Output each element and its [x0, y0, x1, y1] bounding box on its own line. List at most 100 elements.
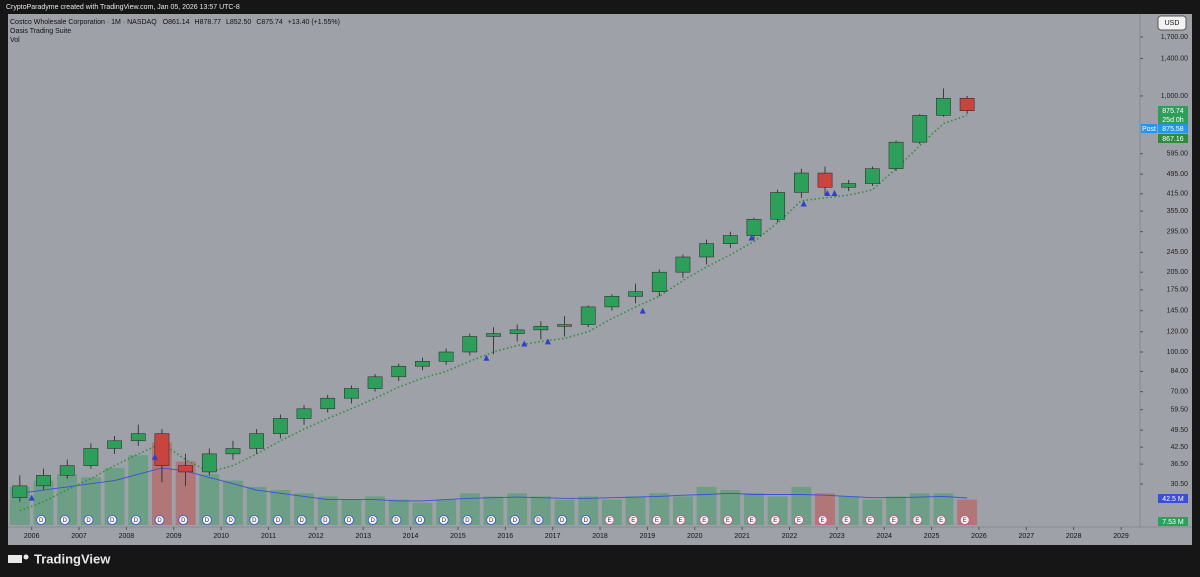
- candle-body: [486, 333, 501, 337]
- event-marker: [367, 515, 378, 525]
- event-label: D: [181, 518, 186, 524]
- event-label: D: [489, 518, 494, 524]
- signal-marker: [544, 338, 551, 345]
- candle-body: [959, 97, 975, 111]
- event-marker: [83, 515, 94, 525]
- ohlc-readout: O861.14 H878.77 L852.50 C875.74 +13.40 (+1.5…: [163, 19, 340, 26]
- badge-bg: [1158, 517, 1188, 526]
- event-label: E: [750, 518, 754, 524]
- candle-body: [178, 465, 193, 473]
- candle-body: [509, 329, 525, 334]
- event-marker: [723, 515, 733, 525]
- candle-body: [604, 296, 620, 308]
- event-label: D: [371, 518, 376, 524]
- x-tick-label: 2029: [1113, 533, 1129, 540]
- volume-bar: [696, 486, 717, 525]
- event-label: D: [228, 518, 233, 524]
- credit: CryptoParadyme created with TradingView.…: [6, 4, 240, 11]
- y-tick-label: 84.00: [1170, 368, 1188, 375]
- event-marker: [296, 515, 307, 525]
- event-label: D: [347, 518, 352, 524]
- volume-bar: [246, 486, 267, 525]
- currency[interactable]: USD: [1165, 20, 1180, 27]
- post-tag: Post: [1142, 126, 1156, 133]
- event-marker: [628, 515, 639, 525]
- event-label: D: [584, 518, 589, 524]
- event-marker: [225, 515, 236, 525]
- x-tick-label: 2025: [924, 533, 940, 540]
- x-tick-label: 2014: [403, 533, 419, 540]
- y-tick-label: 100.00: [1167, 349, 1189, 356]
- candle-body: [415, 361, 430, 367]
- event-marker: [202, 515, 212, 525]
- event-marker: [59, 515, 70, 525]
- event-label: E: [679, 518, 683, 524]
- event-label: D: [157, 518, 162, 524]
- volume-bar: [104, 467, 125, 525]
- x-tick-label: 2006: [24, 533, 40, 540]
- y-tick-label: 205.00: [1167, 269, 1189, 276]
- y-tick-label: 36.50: [1170, 461, 1188, 468]
- volume-bar: [175, 461, 196, 525]
- event-label: E: [892, 518, 896, 524]
- signal-marker: [824, 189, 831, 196]
- y-tick-label: 59.50: [1170, 407, 1188, 414]
- volume-bar: [223, 480, 243, 525]
- y-tick-label: 1,400.00: [1161, 55, 1188, 62]
- candle-body: [296, 408, 312, 419]
- signal-marker: [748, 234, 755, 241]
- candle-body: [770, 192, 786, 220]
- badge-bg: [1158, 494, 1188, 503]
- indicator-name: Oasis Trading Suite: [10, 28, 71, 35]
- logo: TradingView: [8, 551, 111, 566]
- candle-body: [793, 172, 809, 193]
- event-label: D: [299, 518, 304, 524]
- event-marker: [888, 515, 899, 525]
- post-price: 875.58: [1162, 126, 1184, 133]
- event-marker: [320, 515, 331, 525]
- y-tick-label: 175.00: [1167, 287, 1189, 294]
- volume-ma-badge: 42.5 M: [1162, 496, 1184, 503]
- signal-marker: [800, 200, 807, 207]
- y-tick-label: 30.50: [1170, 481, 1188, 488]
- event-marker: [770, 515, 781, 525]
- y-tick-label: 70.00: [1170, 388, 1188, 395]
- x-tick-label: 2013: [355, 533, 371, 540]
- x-tick-label: 2012: [308, 533, 324, 540]
- event-marker: [841, 515, 852, 525]
- candle-body: [557, 324, 572, 327]
- candle-body: [130, 433, 146, 442]
- event-label: E: [868, 518, 872, 524]
- event-marker: [936, 515, 946, 525]
- event-label: E: [915, 518, 919, 524]
- y-tick-label: 595.00: [1167, 151, 1189, 158]
- badge-bg: [1158, 134, 1188, 143]
- badge-bg: [1158, 106, 1188, 115]
- event-label: E: [726, 518, 730, 524]
- candle-body: [628, 291, 643, 297]
- volume-ma-line: [19, 467, 968, 502]
- event-label: D: [418, 518, 423, 524]
- signal-marker: [28, 494, 35, 501]
- currency-box[interactable]: [1157, 15, 1187, 31]
- x-tick-label: 2009: [166, 533, 182, 540]
- candle-body: [438, 351, 454, 362]
- candle-body: [865, 168, 880, 184]
- event-marker: [509, 515, 520, 525]
- volume-bar: [33, 480, 54, 525]
- x-tick-label: 2028: [1066, 533, 1082, 540]
- event-marker: [415, 515, 425, 525]
- event-label: D: [252, 518, 257, 524]
- volume-bar: [57, 474, 78, 525]
- event-marker: [675, 515, 686, 525]
- event-label: D: [39, 518, 44, 524]
- event-label: D: [536, 518, 541, 524]
- x-tick-label: 2023: [829, 533, 845, 540]
- event-marker: [794, 515, 804, 525]
- event-label: E: [821, 518, 825, 524]
- event-marker: [580, 515, 591, 525]
- last-price: 875.74: [1162, 108, 1184, 115]
- candle-body: [746, 218, 762, 236]
- event-label: E: [963, 518, 967, 524]
